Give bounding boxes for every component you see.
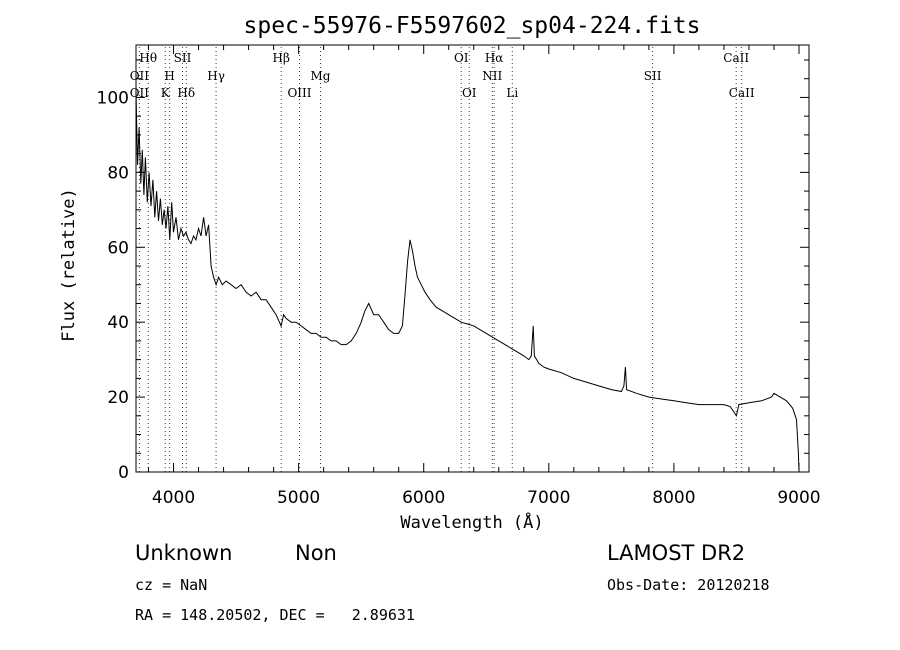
line-marker-label-4: H [164,69,174,83]
y-tick-label-0: 0 [118,463,129,483]
line-marker-label-3: K [161,86,171,100]
line-marker-label-12: OI [462,86,477,100]
line-marker-label-10: Mg [311,69,331,83]
survey-name: LAMOST DR2 [607,541,745,565]
line-marker-label-7: Hγ [207,69,225,83]
line-marker-label-0: OII [130,69,150,83]
chart-title: spec-55976-F5597602_sp04-224.fits [244,13,701,39]
redshift-text: cz = NaN [135,576,207,594]
y-tick-label-3: 60 [107,238,129,258]
line-marker-label-16: SII [644,69,662,83]
spectral-line-labels: OIIOIIHθKHSIIHδHγHβOIIIMgOIOINIIHαLiSIIC… [130,51,755,100]
x-tick-label-5: 9000 [777,488,820,508]
spectral-line-markers [138,47,743,472]
y-tick-label-5: 100 [97,88,129,108]
line-marker-label-15: Li [506,86,518,100]
y-tick-label-2: 40 [107,313,129,333]
y-axis-label: Flux (relative) [59,188,79,342]
line-marker-label-2: Hθ [139,51,157,65]
line-marker-label-14: Hα [485,51,504,65]
spectrum-line [135,89,800,473]
plot-frame [135,44,810,473]
y-tick-label-4: 80 [107,163,129,183]
x-axis-ticks: 4000 5000 6000 7000 8000 9000 [148,45,821,508]
line-marker-label-9: OIII [287,86,311,100]
line-marker-label-8: Hβ [273,51,290,65]
y-tick-label-1: 20 [107,388,129,408]
x-tick-label-3: 7000 [527,488,570,508]
object-class: Unknown [135,541,232,565]
line-marker-label-13: NII [482,69,502,83]
line-marker-label-18: CaII [729,86,755,100]
x-tick-label-2: 6000 [402,488,445,508]
x-tick-label-4: 8000 [652,488,695,508]
x-axis-label: Wavelength (Å) [400,511,543,533]
line-marker-label-5: SII [174,51,192,65]
line-marker-label-6: Hδ [177,86,195,100]
line-marker-label-17: CaII [723,51,749,65]
x-tick-label-1: 5000 [277,488,320,508]
line-marker-label-11: OI [454,51,469,65]
coordinates-text: RA = 148.20502, DEC = 2.89631 [135,606,415,624]
y-axis-ticks: 0 20 40 60 80 100 [97,59,809,483]
object-subclass: Non [295,541,337,565]
line-marker-label-1: OII [130,86,150,100]
x-tick-label-0: 4000 [152,488,195,508]
observation-date: Obs-Date: 20120218 [607,576,770,594]
